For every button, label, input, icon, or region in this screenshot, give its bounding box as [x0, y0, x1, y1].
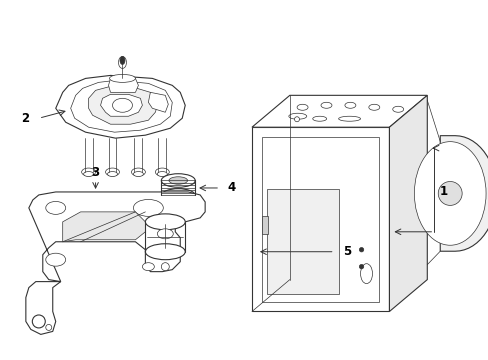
Ellipse shape	[118, 57, 126, 68]
Polygon shape	[56, 75, 185, 138]
Polygon shape	[101, 94, 142, 116]
Ellipse shape	[288, 113, 306, 119]
Polygon shape	[71, 80, 172, 132]
Ellipse shape	[320, 102, 331, 108]
Polygon shape	[262, 137, 379, 302]
Text: 1: 1	[439, 185, 447, 198]
Ellipse shape	[83, 171, 93, 176]
Ellipse shape	[81, 168, 95, 176]
Ellipse shape	[46, 253, 65, 266]
Ellipse shape	[109, 75, 135, 82]
Ellipse shape	[338, 116, 360, 121]
Ellipse shape	[168, 177, 187, 184]
Ellipse shape	[46, 201, 65, 214]
Text: 4: 4	[227, 181, 236, 194]
Polygon shape	[88, 86, 158, 124]
Ellipse shape	[145, 214, 185, 230]
Polygon shape	[439, 136, 488, 251]
Ellipse shape	[107, 171, 117, 176]
Text: 2: 2	[21, 112, 29, 125]
Circle shape	[294, 117, 299, 122]
Bar	[262, 216, 267, 234]
Text: 5: 5	[343, 245, 351, 258]
Polygon shape	[251, 95, 427, 127]
Ellipse shape	[344, 102, 355, 108]
Circle shape	[437, 181, 461, 206]
Ellipse shape	[133, 171, 143, 176]
Ellipse shape	[105, 168, 119, 176]
Text: 3: 3	[91, 166, 100, 179]
Polygon shape	[388, 95, 427, 311]
Circle shape	[359, 248, 363, 252]
Circle shape	[46, 324, 52, 330]
Ellipse shape	[157, 171, 167, 176]
Polygon shape	[62, 212, 145, 242]
Ellipse shape	[120, 57, 125, 64]
Ellipse shape	[297, 104, 307, 110]
Ellipse shape	[392, 106, 403, 112]
Ellipse shape	[157, 229, 173, 239]
Polygon shape	[148, 92, 168, 112]
Ellipse shape	[413, 141, 485, 245]
Circle shape	[161, 263, 169, 271]
Ellipse shape	[161, 189, 195, 202]
Ellipse shape	[155, 168, 169, 176]
Polygon shape	[251, 127, 388, 311]
Ellipse shape	[142, 263, 154, 271]
Ellipse shape	[312, 116, 326, 121]
Ellipse shape	[360, 264, 372, 284]
Circle shape	[359, 265, 363, 269]
Ellipse shape	[145, 244, 185, 260]
Polygon shape	[266, 189, 338, 293]
Ellipse shape	[133, 199, 163, 216]
Circle shape	[32, 315, 45, 328]
Ellipse shape	[368, 104, 379, 110]
Ellipse shape	[161, 174, 195, 187]
Polygon shape	[108, 78, 138, 92]
Ellipse shape	[112, 98, 132, 112]
Ellipse shape	[131, 168, 145, 176]
Polygon shape	[26, 192, 205, 334]
